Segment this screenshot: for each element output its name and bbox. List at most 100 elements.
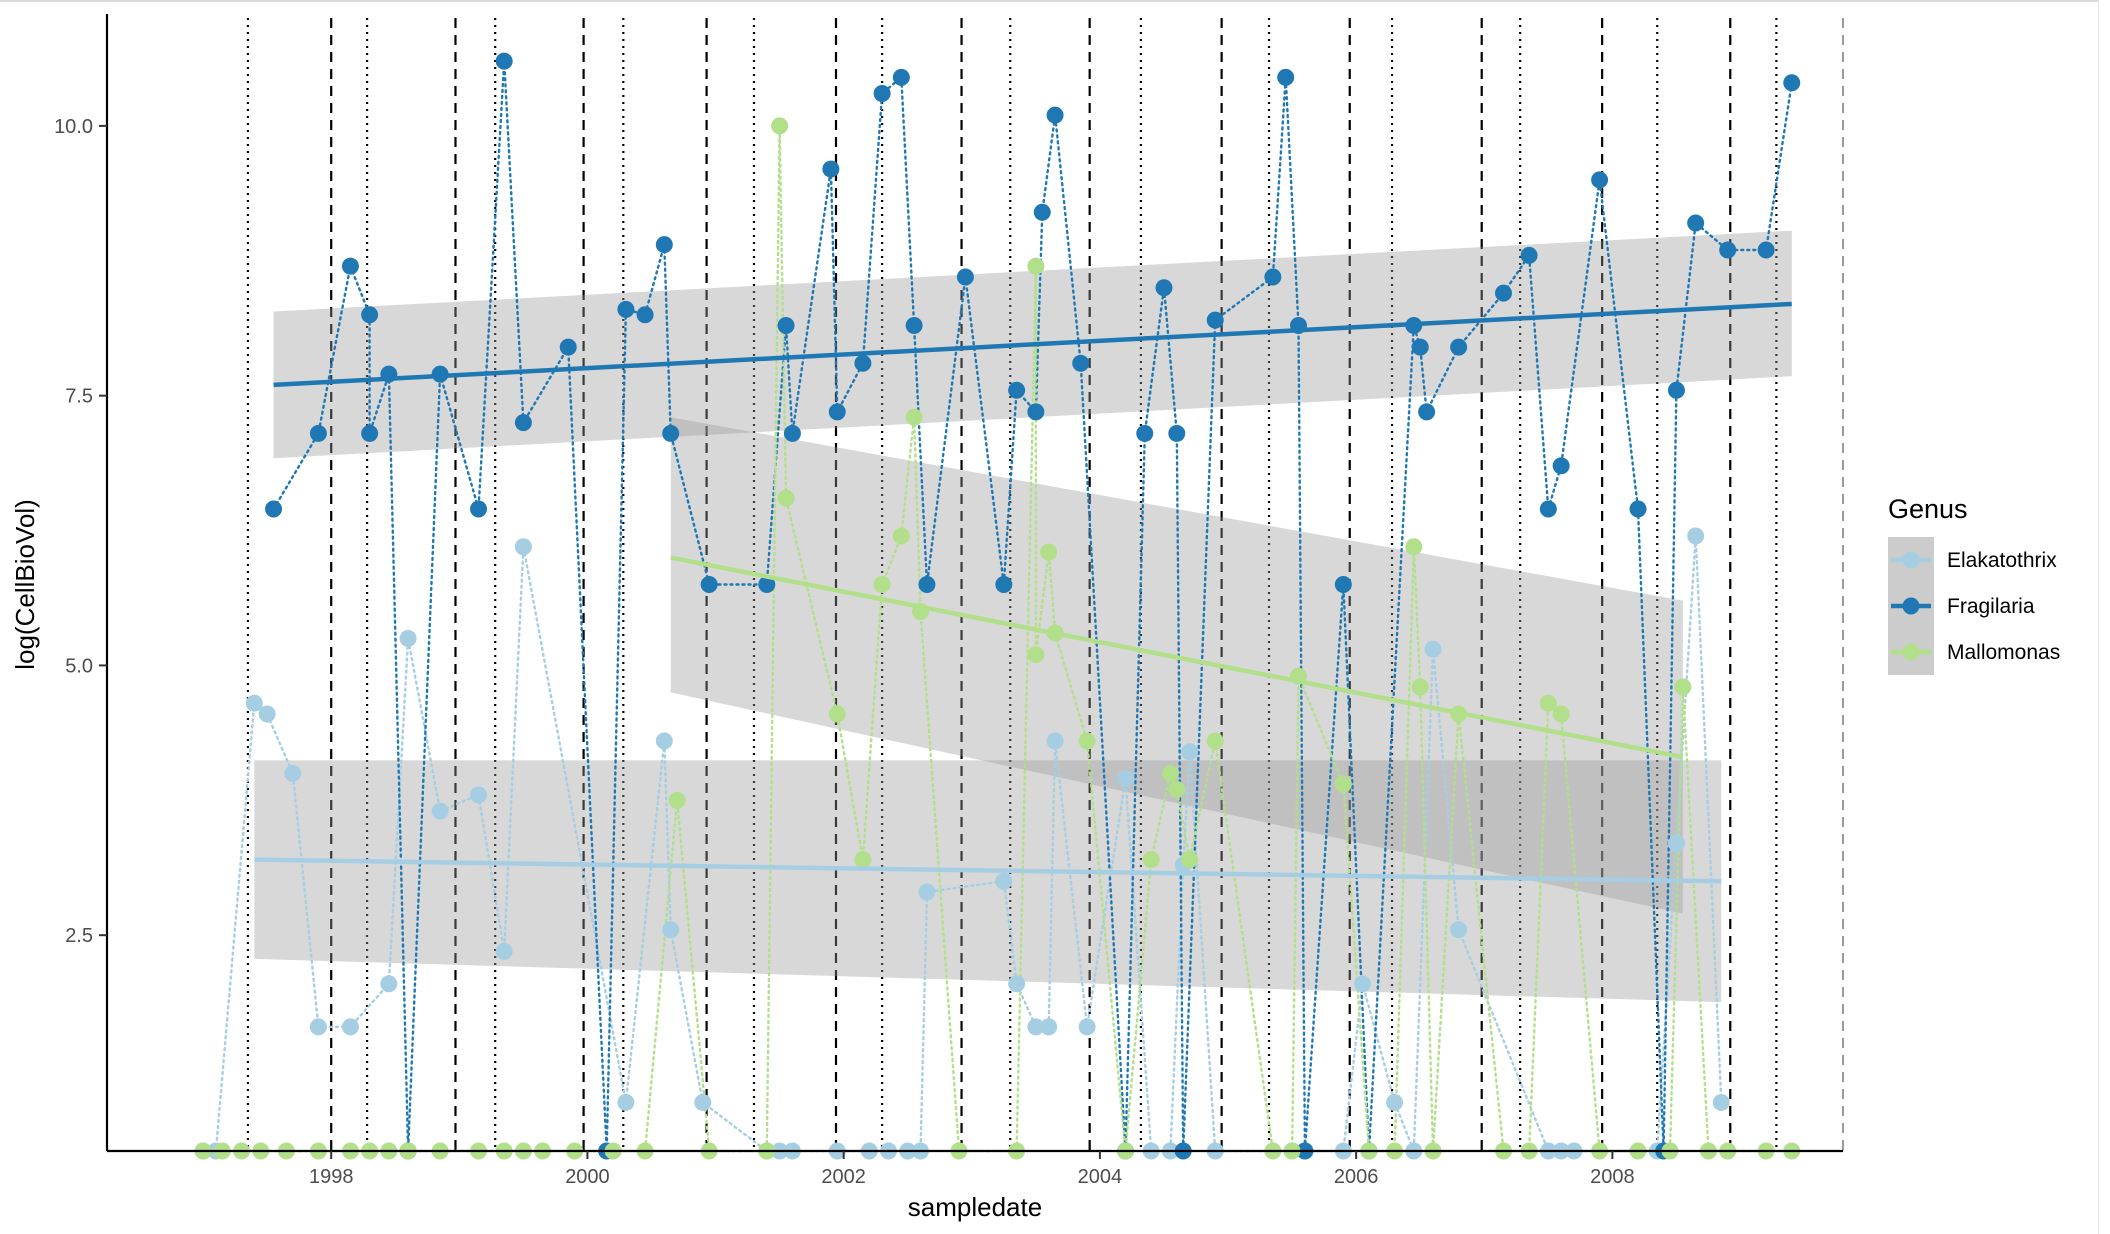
x-tick-label: 1998 [309,1166,354,1188]
data-point [258,705,276,723]
data-point [495,942,513,960]
data-point [1277,68,1295,86]
x-tick-label: 2000 [565,1166,610,1188]
data-point [1411,338,1429,356]
y-tick-label: 10.0 [54,116,93,138]
data-point [1206,311,1224,329]
data-point [995,872,1013,890]
cropped-side-panel [2098,0,2110,1234]
legend: Genus Elakatothrix Fragilaria Mallomonas [1888,494,2060,675]
data-point [873,576,891,593]
legend-label: Fragilaria [1947,595,2035,618]
data-point [1161,764,1179,782]
data-point [341,1018,359,1036]
data-point [1424,640,1442,658]
data-point [1667,381,1685,399]
data-point [1667,834,1685,852]
data-point [1078,732,1096,750]
data-point [905,317,923,335]
data-point [284,764,302,782]
data-point [1687,527,1705,545]
data-point [995,576,1013,593]
data-point [1494,284,1512,302]
data-point [655,236,673,254]
data-point [1334,775,1352,793]
data-point [1136,424,1154,442]
axes-layer: 1998 2000 2002 2004 2006 2008 2.5 5.0 7.5 10.0 [54,14,1843,1188]
x-tick-label: 2004 [1078,1166,1123,1188]
data-point [1418,403,1436,421]
data-point [1411,678,1429,696]
data-point [828,403,846,421]
data-point [470,786,488,804]
data-point [1008,975,1026,993]
data-point [309,1018,327,1036]
y-tick-label: 5.0 [65,655,93,677]
data-point [514,538,532,556]
data-point [854,851,872,869]
data-point [431,802,449,820]
data-point [905,408,923,426]
data-point [1757,241,1775,259]
data-point [495,52,513,70]
data-point [1450,921,1468,939]
data-point [1719,241,1737,259]
data-point [1046,732,1064,750]
data-point [1334,576,1352,593]
data-point [470,500,488,518]
x-tick-label: 2002 [821,1166,866,1188]
y-tick-label: 7.5 [65,386,93,408]
legend-key-point [1902,551,1920,569]
data-point [892,527,910,545]
data-point [828,705,846,723]
data-point [1142,851,1160,869]
legend-title: Genus [1888,494,1968,524]
data-point [309,424,327,442]
data-point [1687,214,1705,232]
data-point [668,791,686,809]
data-point [956,268,974,286]
data-point [662,921,680,939]
data-point [655,732,673,750]
data-point [1264,268,1282,286]
data-point [514,414,532,432]
legend-key-point [1902,597,1920,615]
trend-lines-layer [254,301,1792,884]
data-point [361,306,379,324]
data-point [617,300,635,318]
data-point [1078,1018,1096,1036]
data-point [1168,781,1186,799]
data-point [1712,1093,1730,1111]
data-point [1552,705,1570,723]
data-point [1072,354,1090,372]
data-point [1046,106,1064,124]
data-point [1591,171,1609,189]
data-point [918,576,936,593]
data-point [771,117,789,135]
data-point [777,317,795,335]
y-tick-label: 2.5 [65,925,93,947]
data-point [1027,257,1045,275]
data-point [1117,770,1135,788]
data-point [1674,678,1692,696]
data-point [1629,500,1647,518]
data-point [245,694,263,712]
data-point [341,257,359,275]
data-point [662,424,680,442]
trend-line [273,301,1792,388]
legend-key-point [1902,643,1920,661]
data-point [1539,694,1557,712]
reference-lines-layer [246,18,1844,1151]
data-point [1027,1018,1045,1036]
legend-items: Elakatothrix Fragilaria Mallomonas [1888,537,2060,675]
data-point [1783,74,1801,92]
window-top-border [0,0,2110,2]
data-point [399,629,417,647]
data-point [1181,851,1199,869]
data-point [617,1093,635,1111]
data-point [1040,1018,1058,1036]
data-point [822,160,840,178]
x-tick-label: 2006 [1334,1166,1379,1188]
data-point [1027,646,1045,664]
